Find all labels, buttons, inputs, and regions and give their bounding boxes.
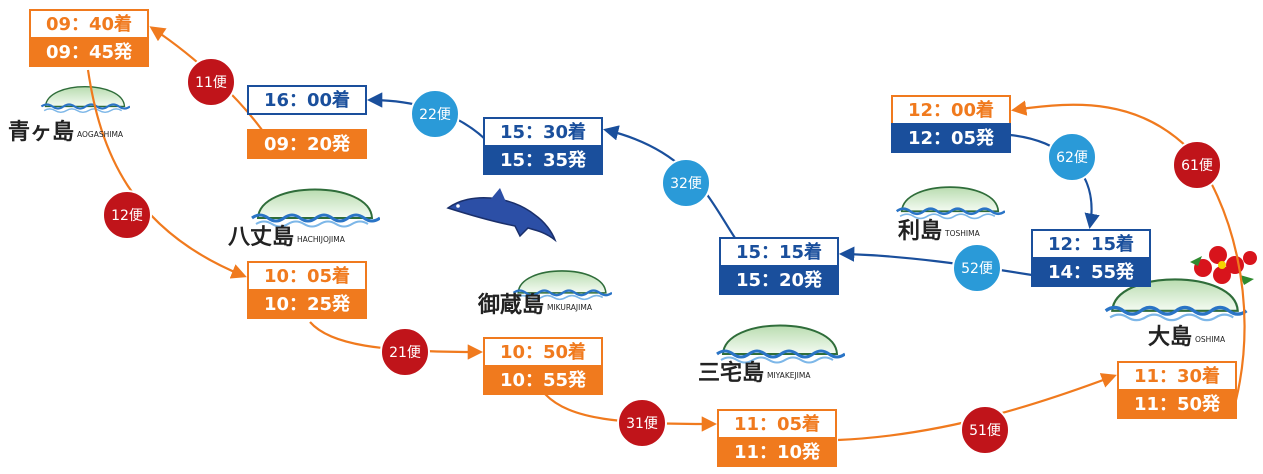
time-text: 11：10発 bbox=[734, 441, 821, 463]
time-text: 09：40着 bbox=[46, 13, 132, 35]
time-text: 11：50発 bbox=[1134, 393, 1221, 415]
flight-label: 51便 bbox=[969, 423, 1001, 439]
flight-label: 31便 bbox=[626, 416, 658, 432]
island-romaji: TOSHIMA bbox=[944, 229, 981, 238]
time-text: 15：20発 bbox=[736, 269, 823, 291]
flight-label: 21便 bbox=[389, 345, 421, 361]
time-text: 10：50着 bbox=[500, 341, 586, 363]
time-text: 15：35発 bbox=[500, 149, 587, 171]
flight-label: 62便 bbox=[1056, 150, 1088, 166]
time-text: 16：00着 bbox=[264, 89, 350, 111]
flower bbox=[1190, 246, 1257, 285]
flight-label: 22便 bbox=[419, 107, 451, 123]
flight-label: 61便 bbox=[1181, 158, 1213, 174]
island-name: 青ヶ島 bbox=[8, 119, 74, 145]
island-name: 大島 bbox=[1148, 324, 1192, 350]
flight-label: 52便 bbox=[961, 261, 993, 277]
time-text: 09：45発 bbox=[46, 41, 133, 63]
dolphin bbox=[448, 188, 555, 240]
time-text: 10：55発 bbox=[500, 369, 587, 391]
island-romaji: MIYAKEJIMA bbox=[767, 371, 811, 380]
time-text: 12：15着 bbox=[1048, 233, 1134, 255]
island-name: 御蔵島 bbox=[477, 292, 544, 318]
time-text: 11：30着 bbox=[1134, 365, 1220, 387]
time-text: 09：20発 bbox=[264, 133, 351, 155]
time-text: 11：05着 bbox=[734, 413, 820, 435]
islands-art bbox=[41, 87, 1257, 363]
island-name: 利島 bbox=[898, 218, 942, 244]
flight-label: 32便 bbox=[670, 176, 702, 192]
time-text: 15：15着 bbox=[736, 241, 822, 263]
time-text: 15：30着 bbox=[500, 121, 586, 143]
time-text: 10：05着 bbox=[264, 265, 350, 287]
flight-label: 12便 bbox=[111, 208, 143, 224]
route bbox=[842, 254, 1032, 275]
time-text: 14：55発 bbox=[1048, 261, 1135, 283]
island-romaji: HACHIJOJIMA bbox=[297, 235, 346, 244]
island-name: 八丈島 bbox=[228, 224, 294, 250]
island-romaji: AOGASHIMA bbox=[77, 130, 124, 139]
island-romaji: MIKURAJIMA bbox=[547, 303, 593, 312]
time-text: 12：05発 bbox=[908, 127, 995, 149]
flight-label: 11便 bbox=[195, 75, 227, 91]
route-map: 青ヶ島AOGASHIMA 八丈島HACHIJOJIMA 御蔵島MIKURAJIMA 三… bbox=[0, 0, 1263, 470]
island-name: 三宅島 bbox=[698, 360, 764, 386]
island-romaji: OSHIMA bbox=[1195, 335, 1226, 344]
time-text: 12：00着 bbox=[908, 99, 994, 121]
time-text: 10：25発 bbox=[264, 293, 351, 315]
